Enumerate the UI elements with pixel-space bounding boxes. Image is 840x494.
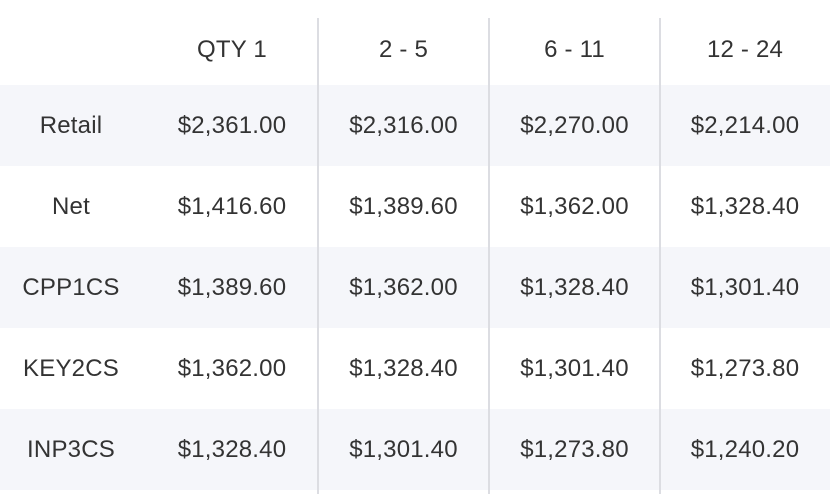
price-cell: $1,416.60: [177, 192, 287, 220]
column-divider: [659, 18, 661, 494]
header-cell-qty-2-5: 2 - 5: [378, 36, 429, 63]
table-header-row: QTY 1 2 - 5 6 - 11 12 - 24: [0, 10, 830, 82]
price-cell: $1,362.00: [520, 192, 629, 220]
price-cell: $1,301.40: [520, 354, 629, 382]
price-cell: $1,328.40: [690, 192, 800, 220]
column-divider: [317, 18, 319, 494]
price-cell: $2,214.00: [690, 111, 800, 139]
price-cell: $1,273.80: [520, 435, 629, 463]
price-cell: $1,301.40: [349, 435, 458, 463]
row-label: Retail: [39, 111, 103, 139]
price-cell: $2,316.00: [349, 111, 458, 139]
column-divider: [488, 18, 490, 494]
price-cell: $1,389.60: [349, 192, 458, 220]
price-cell: $1,389.60: [177, 273, 287, 301]
table-row: CPP1CS $1,389.60 $1,362.00 $1,328.40 $1,…: [0, 247, 830, 328]
row-label: Net: [52, 192, 90, 220]
table-row: Net $1,416.60 $1,389.60 $1,362.00 $1,328…: [0, 166, 830, 247]
price-cell: $1,328.40: [177, 435, 287, 463]
price-cell: $1,240.20: [690, 435, 800, 463]
header-cell-qty-1: QTY 1: [197, 36, 267, 63]
header-cell-qty-12-24: 12 - 24: [706, 36, 784, 63]
price-cell: $2,270.00: [520, 111, 629, 139]
header-cell-qty-6-11: 6 - 11: [544, 36, 605, 63]
price-cell: $1,273.80: [690, 354, 800, 382]
price-cell: $2,361.00: [177, 111, 287, 139]
table-row: Retail $2,361.00 $2,316.00 $2,270.00 $2,…: [0, 85, 830, 166]
price-cell: $1,328.40: [349, 354, 458, 382]
price-cell: $1,301.40: [690, 273, 800, 301]
table-row: INP3CS $1,328.40 $1,301.40 $1,273.80 $1,…: [0, 409, 830, 490]
row-label: KEY2CS: [23, 354, 119, 382]
price-cell: $1,362.00: [177, 354, 287, 382]
row-label: INP3CS: [27, 435, 115, 463]
table-row: KEY2CS $1,362.00 $1,328.40 $1,301.40 $1,…: [0, 328, 830, 409]
header-cell-empty: [0, 10, 142, 82]
row-label: CPP1CS: [22, 273, 120, 301]
price-cell: $1,362.00: [349, 273, 458, 301]
price-cell: $1,328.40: [520, 273, 629, 301]
